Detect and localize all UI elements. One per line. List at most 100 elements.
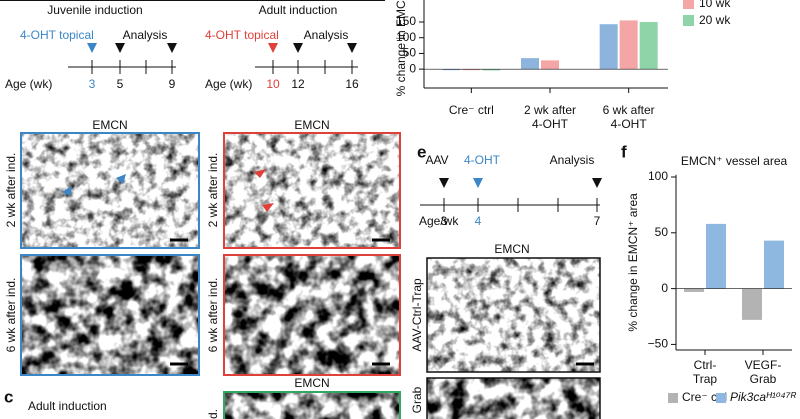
x-tick-label: Cre⁻ ctrl: [449, 103, 494, 117]
age-tick: 5: [117, 77, 124, 91]
y-axis-label: % change in EMCN: [394, 0, 408, 96]
bar: [706, 223, 726, 289]
timeline: [255, 60, 358, 74]
micrograph: [224, 392, 400, 419]
arrow: [473, 178, 483, 188]
scale-bar: [170, 238, 390, 366]
y-tick-label: 50: [655, 225, 669, 239]
age-label: Age (wk): [205, 77, 252, 91]
y-tick-label: −50: [648, 337, 669, 351]
micrographs: [20, 132, 401, 419]
image-title: EMCN: [294, 376, 329, 390]
arrow: [293, 43, 303, 53]
bar: [599, 24, 618, 70]
timeline: [420, 198, 600, 212]
row-label: Grab: [410, 386, 424, 413]
arrow: [167, 43, 177, 53]
timeline: [68, 60, 176, 74]
image-border: [426, 377, 601, 419]
bar: [764, 240, 784, 289]
image-border: [20, 254, 200, 376]
bar: [462, 69, 481, 71]
micrograph: [427, 378, 600, 419]
legend-label: 10 wk: [699, 0, 731, 10]
image-border: [223, 391, 401, 419]
chart-title: EMCN⁺ vessel area: [681, 154, 788, 168]
bar: [482, 69, 501, 71]
legend-swatch: [683, 15, 694, 26]
bar: [541, 60, 559, 70]
y-tick-label: 150: [396, 14, 416, 28]
age-tick: 16: [345, 77, 359, 91]
age-label: Age/wk: [419, 214, 459, 228]
row-label: 6 wk after ind.: [4, 278, 18, 353]
step-label: AAV: [425, 153, 448, 167]
arrow: [268, 43, 278, 53]
timeline-title: Adult induction: [28, 399, 107, 413]
x-tick-label: 2 wk after 4-OHT: [524, 103, 576, 131]
y-tick-label: 100: [648, 169, 668, 183]
panel-label: e: [417, 142, 426, 161]
image-title: EMCN: [494, 242, 529, 256]
analysis-label: Analysis: [304, 28, 349, 42]
image-title: EMCN: [92, 118, 127, 132]
arrow: [87, 43, 97, 53]
row-label: d.: [206, 409, 220, 419]
arrow: [347, 43, 357, 53]
age-tick: 7: [594, 214, 601, 228]
x-tick-label: VEGF-Grab: [745, 358, 782, 386]
age-tick: 9: [169, 77, 176, 91]
image-border: [20, 132, 200, 249]
treatment-label: 4-OHT topical: [205, 28, 279, 42]
micrograph: [20, 132, 200, 249]
arrowhead: [62, 174, 126, 196]
image-border: [223, 132, 401, 249]
x-tick-label: Ctrl-Trap: [693, 358, 718, 386]
micrograph: [21, 255, 199, 375]
bar: [684, 288, 704, 292]
micrograph: [224, 133, 400, 248]
bar: [442, 69, 461, 71]
step-label: Analysis: [550, 153, 595, 167]
age-tick: 3: [89, 77, 96, 91]
timeline-title: Adult induction: [259, 3, 338, 17]
panel-label: f: [621, 142, 627, 161]
row-label: 6 wk after ind.: [206, 278, 220, 353]
treatment-label: 4-OHT topical: [20, 28, 94, 42]
image-border: [223, 254, 401, 376]
step-label: 4-OHT: [464, 153, 501, 167]
legend-swatch: [668, 393, 678, 403]
row-label: 2 wk after ind.: [206, 153, 220, 228]
legend-label: Cre⁻ ctrl: [682, 390, 727, 404]
y-tick-label: 50: [403, 46, 417, 60]
age-tick: 4: [475, 214, 482, 228]
y-axis-label: % change in EMCN⁺ area: [626, 193, 640, 332]
y-tick-label: 0: [409, 61, 416, 75]
legend-label: 20 wk: [699, 13, 731, 27]
image-title: EMCN: [294, 118, 329, 132]
analysis-label: Analysis: [123, 28, 168, 42]
bar: [619, 20, 638, 70]
bar: [521, 58, 539, 70]
age-tick: 12: [291, 77, 305, 91]
row-label: AAV-Ctrl-Trap: [410, 278, 424, 352]
arrow: [439, 178, 449, 188]
micrograph: [427, 258, 600, 372]
micrograph: [224, 255, 400, 375]
legend-label: Pik3caᴴ¹⁰⁴⁷ᴿ: [730, 390, 796, 404]
timeline-title: Juvenile induction: [47, 3, 142, 17]
age-label: Age (wk): [5, 77, 52, 91]
bar: [742, 288, 762, 320]
image-border: [426, 257, 601, 373]
panel-label: c: [4, 387, 13, 406]
arrowhead: [254, 169, 274, 212]
arrow: [592, 178, 602, 188]
age-tick: 3: [441, 214, 448, 228]
bar: [639, 22, 658, 70]
y-tick-label: 100: [396, 30, 416, 44]
arrow: [115, 43, 125, 53]
legend-swatch: [683, 0, 694, 9]
y-tick-label: 0: [661, 281, 668, 295]
row-label: 2 wk after ind.: [4, 153, 18, 228]
